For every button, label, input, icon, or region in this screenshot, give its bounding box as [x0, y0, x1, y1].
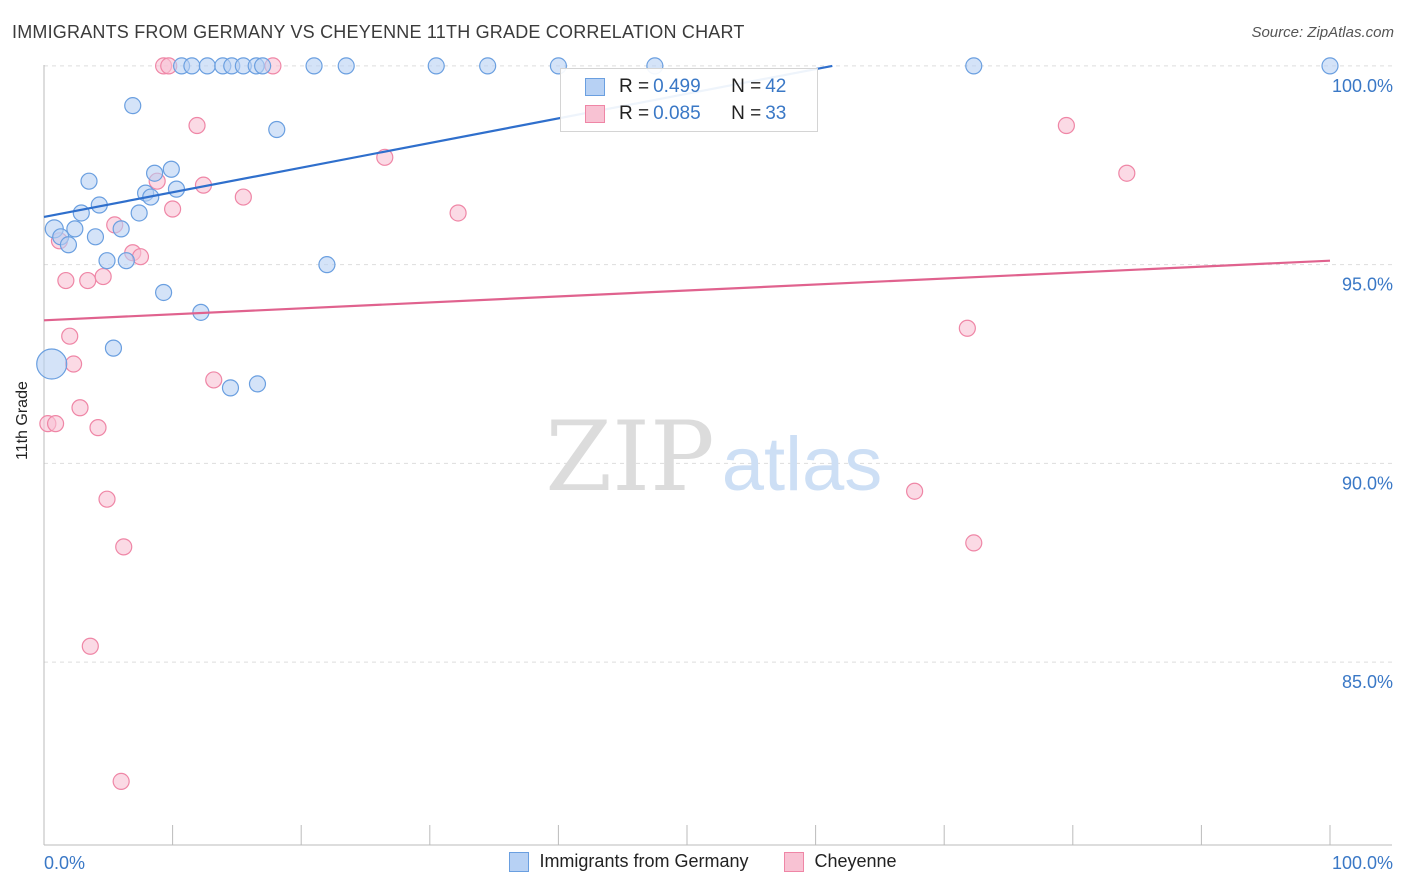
chart-title: IMMIGRANTS FROM GERMANY VS CHEYENNE 11TH…	[12, 22, 745, 42]
data-point	[112, 220, 130, 238]
data-point	[71, 399, 89, 417]
data-point	[46, 415, 65, 433]
legend-r-label: R =	[619, 103, 650, 124]
data-point	[188, 116, 206, 135]
data-point	[124, 97, 142, 115]
data-point	[154, 283, 173, 302]
data-point	[79, 271, 97, 290]
data-point	[205, 371, 223, 389]
data-point	[64, 355, 83, 373]
legend-swatch-pink	[585, 105, 605, 123]
data-point	[965, 534, 983, 552]
x-tick-label: 100.0%	[1332, 853, 1393, 873]
legend-n-label: N =	[731, 103, 762, 124]
data-point	[427, 57, 445, 75]
tick-labels: 85.0% 90.0% 95.0% 100.0% 0.0% 100.0%	[44, 76, 1393, 873]
data-point	[162, 160, 180, 178]
stats-legend: R = 0.499 N = 42 R = 0.085 N = 33	[560, 68, 818, 132]
legend-r-value: 0.499	[653, 76, 701, 97]
data-point	[130, 204, 148, 222]
data-point	[254, 57, 272, 75]
data-point	[98, 490, 116, 508]
data-point	[958, 319, 976, 337]
y-tick-label: 95.0%	[1342, 275, 1393, 295]
series-legend: Immigrants from Germany Cheyenne	[0, 851, 1406, 872]
legend-swatch-pink	[784, 851, 805, 872]
data-point	[94, 267, 112, 286]
data-point	[66, 220, 84, 238]
data-point	[248, 375, 267, 393]
data-point	[145, 164, 164, 182]
data-point	[198, 57, 216, 75]
data-point	[59, 236, 78, 254]
grid-lines	[44, 65, 1392, 663]
data-point	[104, 339, 123, 357]
legend-swatch-blue	[509, 851, 530, 872]
data-point	[89, 419, 107, 437]
data-point	[86, 228, 105, 246]
watermark-zip: ZIP	[545, 401, 714, 513]
x-tick-label: 0.0%	[44, 853, 85, 873]
legend-item-cheyenne[interactable]: Cheyenne	[784, 851, 897, 872]
data-point	[1118, 164, 1136, 182]
data-point	[61, 327, 79, 345]
data-point	[57, 271, 75, 290]
legend-r-label: R =	[619, 76, 650, 97]
data-point	[221, 379, 240, 397]
data-point	[131, 248, 150, 266]
legend-label-germany: Immigrants from Germany	[539, 851, 749, 871]
data-point	[115, 538, 133, 556]
data-point	[268, 120, 286, 139]
y-tick-label: 85.0%	[1342, 672, 1393, 692]
data-point	[318, 256, 336, 274]
watermark: ZIP atlas	[545, 401, 882, 513]
data-point	[337, 57, 355, 75]
data-point	[1057, 116, 1075, 135]
data-point	[81, 637, 99, 655]
legend-swatch-blue	[585, 78, 605, 96]
data-point	[305, 57, 323, 75]
data-point	[479, 57, 497, 75]
data-point	[112, 772, 130, 791]
data-point	[965, 57, 983, 75]
data-point	[167, 180, 186, 198]
data-point	[164, 200, 182, 218]
legend-item-germany[interactable]: Immigrants from Germany	[509, 851, 748, 872]
legend-label-cheyenne: Cheyenne	[814, 851, 897, 871]
data-point	[906, 482, 924, 500]
legend-row-germany: R = 0.499 N = 42	[585, 74, 786, 100]
watermark-atlas: atlas	[722, 422, 883, 507]
data-point	[1321, 57, 1339, 75]
legend-n-value: 33	[765, 103, 787, 124]
data-point	[36, 348, 68, 380]
data-point	[234, 188, 252, 206]
data-point	[117, 252, 135, 270]
y-axis-label: 11th Grade	[14, 381, 31, 460]
legend-n-value: 42	[765, 76, 787, 97]
data-point	[449, 204, 467, 222]
data-point	[72, 204, 90, 222]
legend-r-value: 0.085	[653, 103, 701, 124]
y-tick-label: 90.0%	[1342, 473, 1393, 493]
legend-row-cheyenne: R = 0.085 N = 33	[585, 101, 786, 127]
source-label: Source: ZipAtlas.com	[1251, 24, 1394, 41]
y-tick-label: 100.0%	[1332, 76, 1393, 96]
data-point	[183, 57, 201, 75]
trend-line	[43, 259, 1331, 322]
legend-n-label: N =	[731, 76, 762, 97]
data-point	[98, 252, 116, 270]
data-point	[80, 172, 98, 190]
axes	[43, 65, 1392, 846]
series-cheyenne	[39, 57, 1136, 791]
